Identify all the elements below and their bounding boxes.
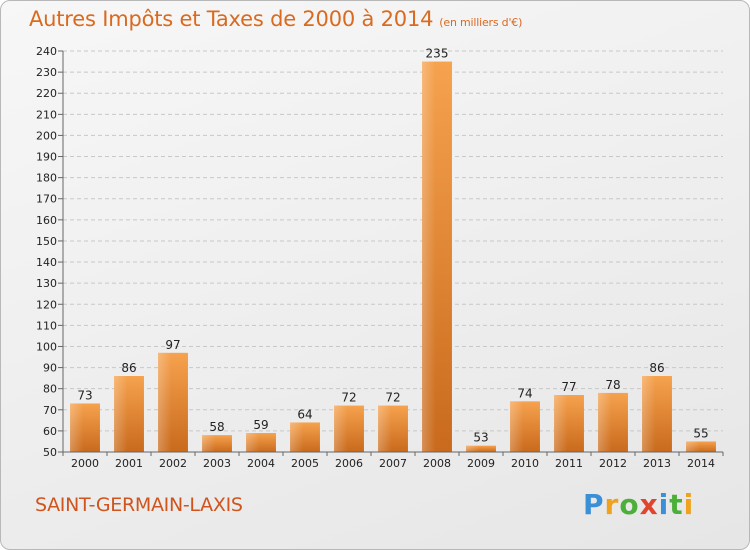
bar-2014 xyxy=(686,441,716,452)
data-label-2010: 74 xyxy=(517,386,532,400)
data-label-2003: 58 xyxy=(209,420,224,434)
y-tick-label: 150 xyxy=(36,235,57,248)
y-axis: 50 60 70 80 90 100 110 120 130 140 150 160 170 180 190… xyxy=(36,45,64,459)
bar-highlight xyxy=(686,441,700,452)
chart-unit: (en milliers d'€) xyxy=(439,16,523,29)
data-label-2008: 235 xyxy=(426,47,449,61)
data-label-2001: 86 xyxy=(121,361,136,375)
bar-highlight xyxy=(246,433,260,452)
bar-highlight xyxy=(290,422,304,452)
x-tick-label: 2006 xyxy=(335,457,363,470)
y-tick-label: 100 xyxy=(36,340,57,353)
data-label-2000: 73 xyxy=(77,388,92,402)
y-tick-label: 90 xyxy=(43,362,57,375)
bar-2009 xyxy=(466,445,496,452)
x-tick-label: 2003 xyxy=(203,457,231,470)
bar-highlight xyxy=(422,61,436,452)
x-axis: 2000 2001 2002 2003 2004 2005 2006 2007 2008 2009… xyxy=(62,451,724,470)
data-label-2013: 86 xyxy=(649,361,664,375)
bar-highlight xyxy=(158,352,172,452)
x-tick-label: 2002 xyxy=(159,457,187,470)
x-tick-label: 2008 xyxy=(423,457,451,470)
bar-highlight xyxy=(378,405,392,452)
data-label-2012: 78 xyxy=(605,378,620,392)
x-tick-label: 2009 xyxy=(467,457,495,470)
y-tick-label: 220 xyxy=(36,87,57,100)
data-label-2014: 55 xyxy=(693,426,708,440)
y-tick-label: 160 xyxy=(36,214,57,227)
x-tick-label: 2013 xyxy=(643,457,671,470)
x-tick-label: 2014 xyxy=(687,457,715,470)
commune-name: SAINT-GERMAIN-LAXIS xyxy=(35,494,243,516)
x-tick-label: 2004 xyxy=(247,457,275,470)
data-label-2002: 97 xyxy=(165,338,180,352)
data-label-2011: 77 xyxy=(561,380,576,394)
y-tick-label: 50 xyxy=(43,446,57,459)
bar-highlight xyxy=(642,376,656,452)
y-tick-label: 140 xyxy=(36,256,57,269)
x-tick-label: 2001 xyxy=(115,457,143,470)
data-label-2006: 72 xyxy=(341,391,356,405)
x-tick-label: 2011 xyxy=(555,457,583,470)
bar-highlight xyxy=(202,435,216,452)
data-label-2005: 64 xyxy=(297,407,312,421)
chart-title-text: Autres Impôts et Taxes de 2000 à 2014 xyxy=(29,7,434,31)
y-tick-label: 130 xyxy=(36,277,57,290)
bar-highlight xyxy=(554,395,568,452)
y-tick-label: 180 xyxy=(36,172,57,185)
bar-highlight xyxy=(598,392,612,452)
x-tick-label: 2005 xyxy=(291,457,319,470)
bar-highlight xyxy=(70,403,84,452)
y-tick-label: 60 xyxy=(43,425,57,438)
data-label-2007: 72 xyxy=(385,391,400,405)
chart-title: Autres Impôts et Taxes de 2000 à 2014 (en… xyxy=(29,7,522,31)
y-tick-label: 120 xyxy=(36,298,57,311)
y-tick-label: 230 xyxy=(36,66,57,79)
y-tick-label: 170 xyxy=(36,193,57,206)
x-tick-label: 2010 xyxy=(511,457,539,470)
y-tick-label: 190 xyxy=(36,151,57,164)
data-label-2004: 59 xyxy=(253,418,268,432)
bars: 73 86 97 58 59 64 72 72 235 53 74 77 78 86 55 xyxy=(70,47,716,452)
bar-highlight xyxy=(334,405,348,452)
data-label-2009: 53 xyxy=(473,431,488,445)
bar-highlight xyxy=(114,376,128,452)
y-tick-label: 200 xyxy=(36,129,57,142)
y-tick-label: 210 xyxy=(36,108,57,121)
x-tick-label: 2007 xyxy=(379,457,407,470)
bar-highlight xyxy=(510,401,524,452)
x-tick-label: 2012 xyxy=(599,457,627,470)
y-tick-label: 70 xyxy=(43,404,57,417)
bar-highlight xyxy=(466,445,480,452)
y-tick-label: 110 xyxy=(36,319,57,332)
y-tick-label: 80 xyxy=(43,383,57,396)
y-tick-label: 240 xyxy=(36,45,57,58)
x-tick-label: 2000 xyxy=(71,457,99,470)
proxiti-logo: Proxiti xyxy=(583,488,695,521)
